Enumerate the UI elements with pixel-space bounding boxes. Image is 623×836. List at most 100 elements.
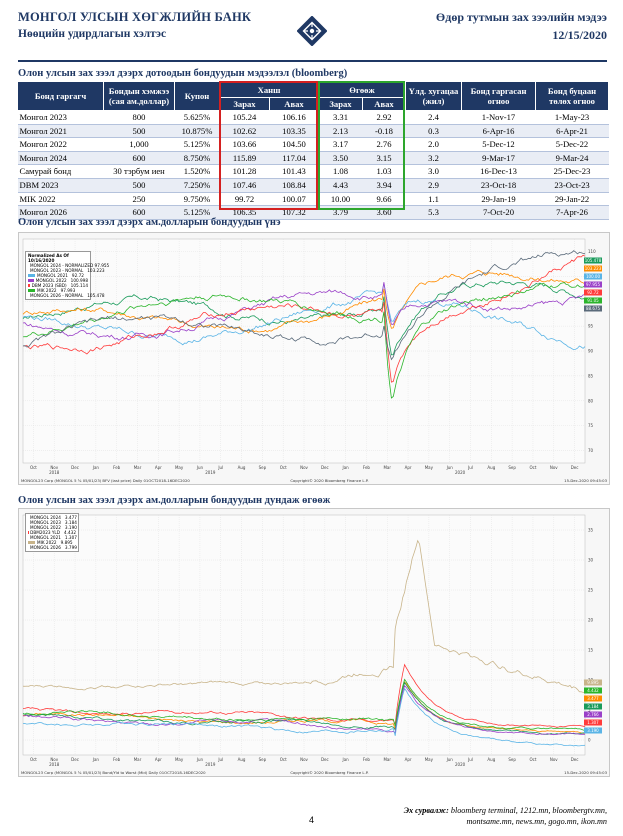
price-x-tick: Apr — [155, 465, 162, 470]
cell-yield-ask: 2.92 — [362, 110, 406, 125]
yield-last-value: 3.477 — [587, 696, 599, 701]
cell-issue-date: 6-Apr-16 — [461, 124, 536, 139]
price-last-tag — [584, 265, 602, 272]
yield-x-tick: Jul — [217, 757, 223, 762]
yield-x-tick: Aug — [487, 757, 495, 762]
price-legend-header: Normalized As Of 10/16/2020 — [28, 253, 69, 263]
price-x-tick: Jul — [217, 465, 223, 470]
legend-name: DBM2023 YLD — [30, 530, 60, 535]
price-last-value: 100.00 — [586, 274, 600, 279]
yield-x-tick: Dec — [571, 757, 579, 762]
cell-issuer: Монгол 2022 — [17, 137, 104, 152]
yield-legend-item: MONGOL 2026 3.799 — [28, 545, 77, 550]
cell-price-ask: 101.43 — [269, 164, 319, 179]
cell-issuer: Монгол 2024 — [17, 151, 104, 166]
price-x-tick: Nov — [50, 465, 58, 470]
yield-legend-item: MONGOL 2021 1.307 — [28, 535, 77, 540]
yield-last-tag — [584, 727, 602, 734]
price-series-line — [22, 282, 586, 341]
price-x-tick: Mar — [134, 465, 142, 470]
price-last-value: 103.223 — [585, 266, 602, 271]
yield-chart-legend: MONGOL 2024 3.477 MONGOL 2023 3.184 MONGOL 2… — [25, 513, 79, 552]
price-x-tick: Dec — [71, 465, 79, 470]
price-x-tick: Jan — [342, 465, 350, 470]
cell-size: 500 — [103, 124, 175, 139]
price-last-tag — [584, 289, 602, 296]
table-row: Монгол 2022 1,000 5.125% 103.66 104.50 3.17 2.… — [17, 137, 609, 152]
yield-x-tick: Nov — [550, 757, 558, 762]
price-chart-stamp: 15-Dec-2020 09:45:03 — [564, 478, 607, 483]
price-y-tick: 85 — [588, 373, 594, 378]
yield-chart-copyright: Copyright© 2020 Bloomberg Finance L.P. — [290, 770, 369, 775]
yield-last-tag — [584, 719, 602, 726]
yield-year-label: 2018 — [49, 762, 60, 767]
price-series-line — [22, 282, 586, 399]
yield-legend-item: MONGOL 2023 3.184 — [28, 520, 77, 525]
cell-issuer: MIK 2022 — [17, 192, 104, 207]
yield-year-label: 2019 — [205, 762, 216, 767]
yield-series-line — [22, 663, 586, 728]
price-last-value: 97.955 — [586, 282, 600, 287]
cell-yield-bid: 3.17 — [318, 137, 363, 152]
cell-issuer: Монгол 2021 — [17, 124, 104, 139]
legend-value: 3.799 — [64, 545, 77, 550]
cell-price-bid: 115.89 — [219, 151, 270, 166]
bond-table: Бонд гаргагч Бондын хэмжээ (сая ам.долла… — [17, 81, 610, 220]
yield-legend-item: MIK 2022 9.895 — [28, 540, 76, 545]
yield-x-tick: May — [175, 757, 184, 762]
yield-x-tick: Sep — [508, 757, 516, 762]
cell-yield-ask: 9.66 — [362, 192, 406, 207]
cell-size: 250 — [103, 192, 175, 207]
cell-maturity: 5-Dec-22 — [535, 137, 609, 152]
cell-issue-date: 1-Nov-17 — [461, 110, 536, 125]
header-coupon: Купон — [174, 81, 220, 111]
yield-y-tick: 25 — [588, 588, 594, 593]
yield-last-tag — [584, 711, 602, 718]
yield-last-tag — [584, 679, 602, 686]
yield-x-tick: Jun — [446, 757, 454, 762]
cell-issue-date: 23-Oct-18 — [461, 178, 536, 193]
cell-issue-date: 16-Dec-13 — [461, 164, 536, 179]
price-chart-footnote: MONGOL23 Corp (MONGOL 5 ⅝ 05/01/23) BFV … — [21, 478, 190, 483]
legend-swatch — [28, 274, 35, 277]
price-legend-item: MONGOL 2022 100.998 — [28, 278, 88, 283]
price-last-tag — [584, 257, 602, 264]
header-left: МОНГОЛ УЛСЫН ХӨГЖЛИЙН БАНК Нөөцийн удирд… — [18, 10, 251, 40]
price-x-tick: Jul — [467, 465, 473, 470]
yield-x-tick: Jan — [342, 757, 350, 762]
price-x-tick: Feb — [363, 465, 371, 470]
legend-value: 3.477 — [64, 515, 77, 520]
cell-price-bid: 107.46 — [219, 178, 270, 193]
yield-last-tag — [584, 687, 602, 694]
cell-coupon: 1.520% — [174, 164, 220, 179]
cell-issuer: Самурай бонд — [17, 164, 104, 179]
cell-yield-bid: 2.13 — [318, 124, 363, 139]
price-last-tag — [584, 281, 602, 288]
cell-coupon: 5.125% — [174, 137, 220, 152]
table-row: Самурай бонд 30 тэрбум иен 1.520% 101.28 101… — [17, 164, 609, 179]
legend-swatch — [28, 289, 35, 292]
legend-value: 92.72 — [71, 273, 84, 278]
header-issue-date: Бонд гаргасан огноо — [461, 81, 537, 111]
yield-chart-stamp: 15-Dec-2020 09:45:03 — [564, 770, 607, 775]
price-year-label: 2018 — [49, 470, 60, 475]
cell-size: 800 — [103, 110, 175, 125]
yield-x-tick: Jan — [92, 757, 100, 762]
price-y-tick: 75 — [588, 423, 594, 428]
yield-x-tick: Dec — [71, 757, 79, 762]
legend-swatch — [28, 279, 34, 282]
department-name: Нөөцийн удирдлагын хэлтэс — [18, 28, 167, 40]
cell-coupon: 5.625% — [174, 110, 220, 125]
legend-name: MONGOL 2024 - NORMALIZED 97.955 — [30, 263, 110, 268]
price-series-line — [22, 283, 586, 351]
price-x-tick: Sep — [259, 465, 267, 470]
price-last-value: 88.675 — [586, 306, 600, 311]
yield-series-line — [22, 687, 586, 747]
yield-series-line — [22, 684, 586, 735]
header-divider — [18, 60, 607, 62]
price-x-tick: Nov — [300, 465, 308, 470]
price-x-tick: Dec — [571, 465, 579, 470]
cell-yield-bid: 1.08 — [318, 164, 363, 179]
price-x-tick: Aug — [487, 465, 495, 470]
legend-value: 3.190 — [64, 525, 77, 530]
